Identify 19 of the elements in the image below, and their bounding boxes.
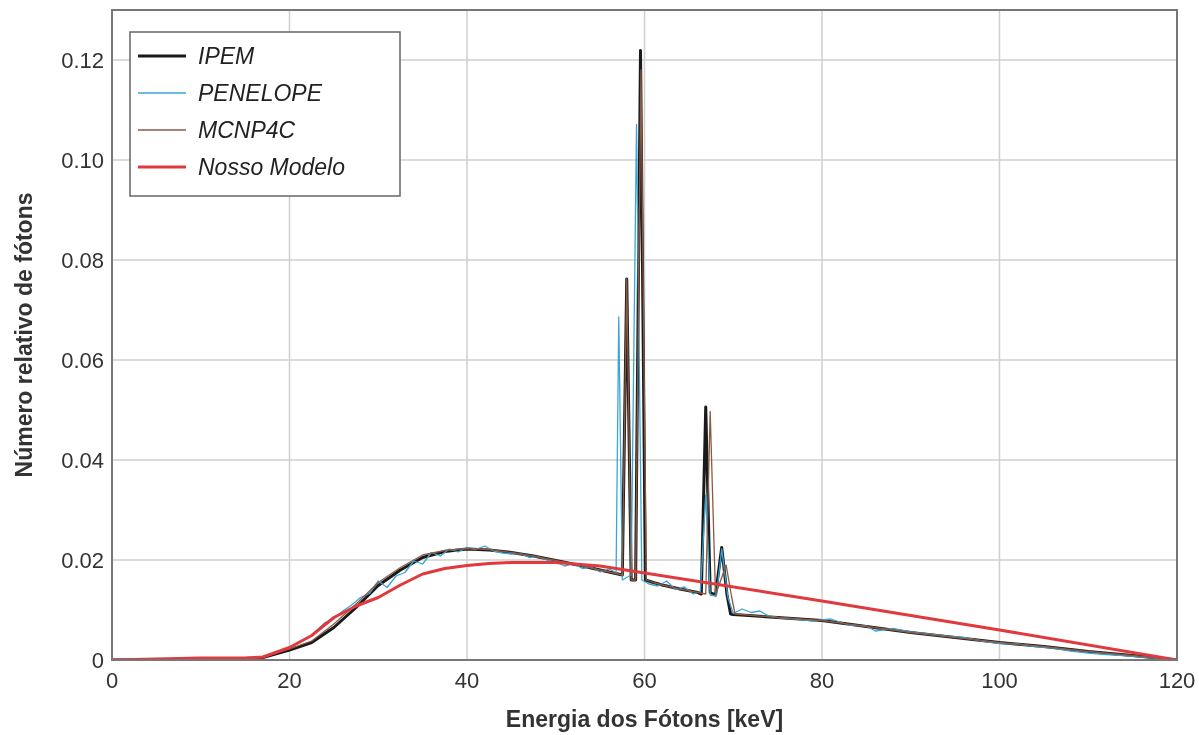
y-axis-title: Número relativo de fótons [11,192,37,478]
x-tick-label: 80 [809,668,835,693]
legend-label: Nosso Modelo [198,154,346,181]
x-tick-label: 100 [981,668,1018,693]
y-tick-label: 0 [91,647,104,673]
x-tick-label: 60 [632,668,657,693]
y-tick-label: 0.06 [61,347,104,373]
x-tick-label: 20 [277,668,302,693]
x-tick-label: 40 [454,668,480,693]
y-tick-label: 0.10 [61,147,104,173]
legend-label: MCNP4C [198,117,296,144]
y-tick-label: 0.12 [61,47,104,73]
legend-label: PENELOPE [198,80,323,107]
y-tick-label: 0.04 [61,447,104,473]
y-tick-label: 0.08 [61,247,104,273]
legend-label: IPEM [198,43,256,70]
y-tick-label: 0.02 [61,547,104,573]
x-axis-title: Energia dos Fótons [keV] [505,706,784,732]
x-tick-label: 120 [1158,668,1196,693]
